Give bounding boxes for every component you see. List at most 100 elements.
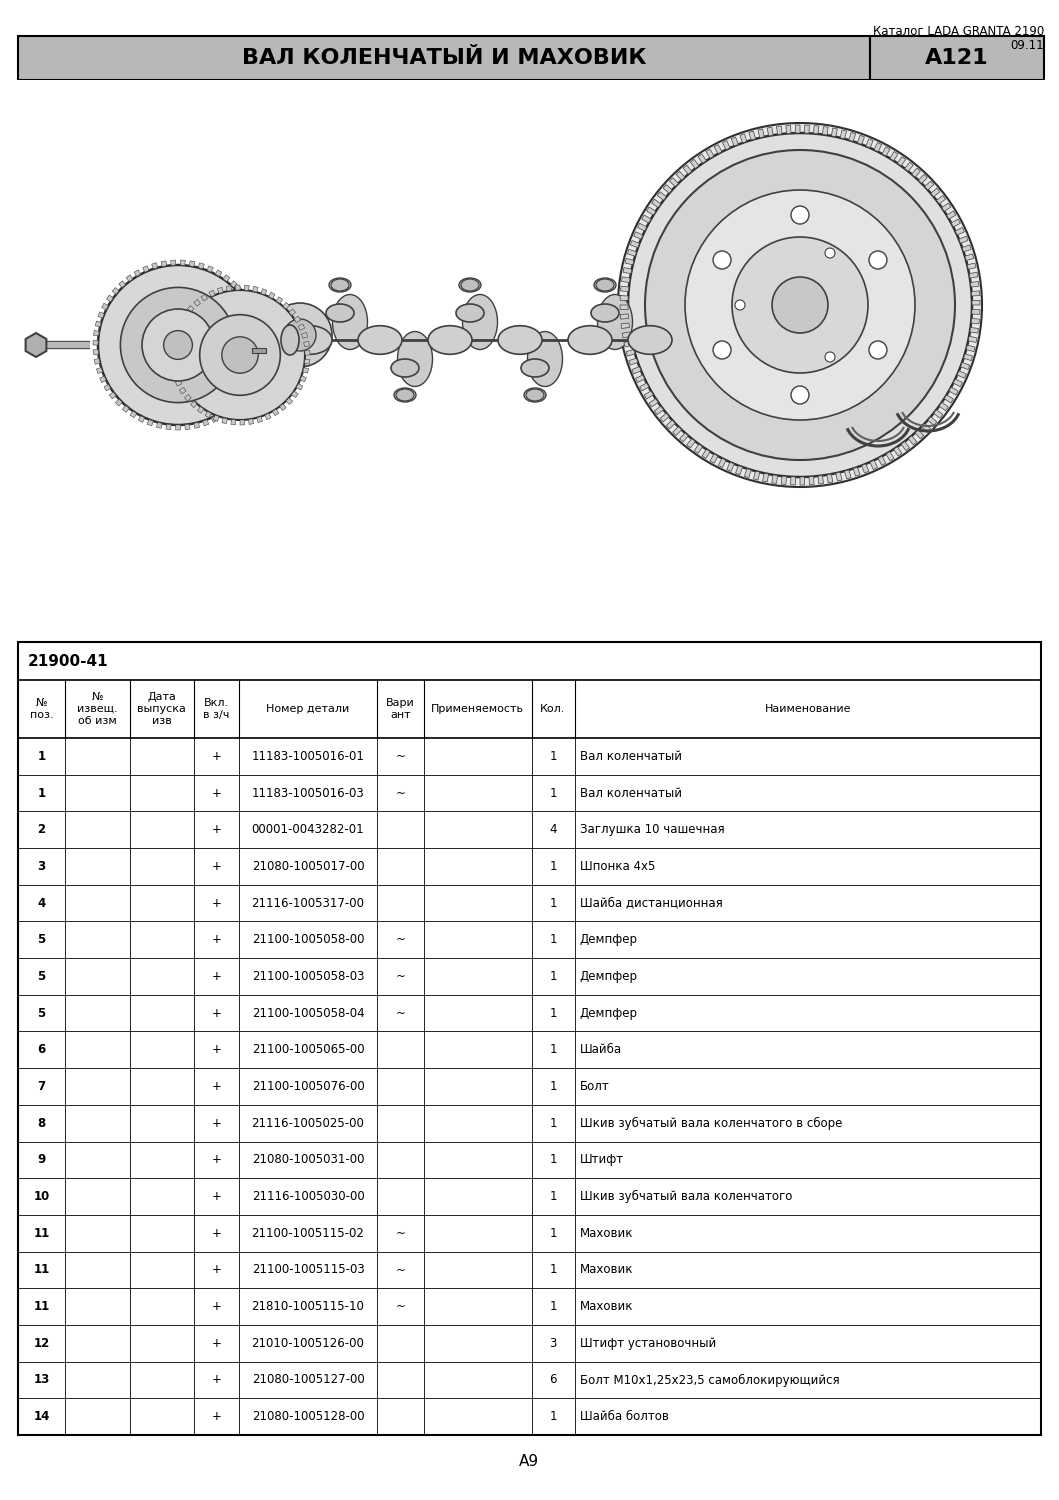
Polygon shape [844, 470, 851, 478]
Bar [0, 80, 1059, 630]
Ellipse shape [594, 278, 616, 292]
Polygon shape [147, 420, 154, 426]
Polygon shape [299, 324, 305, 330]
Polygon shape [97, 312, 104, 318]
Text: 9: 9 [37, 1154, 46, 1167]
Polygon shape [782, 476, 787, 484]
Circle shape [713, 340, 731, 358]
Text: +: + [212, 1227, 221, 1239]
Polygon shape [970, 327, 979, 333]
Polygon shape [749, 130, 755, 140]
Polygon shape [170, 363, 176, 369]
Text: 16: 16 [994, 1262, 1011, 1275]
Polygon shape [710, 454, 718, 464]
Text: 1: 1 [550, 970, 557, 982]
Text: 1: 1 [550, 933, 557, 946]
Polygon shape [119, 280, 126, 288]
Polygon shape [949, 387, 958, 394]
Text: Номер детали: Номер детали [267, 704, 349, 714]
Polygon shape [202, 420, 209, 426]
Polygon shape [96, 368, 103, 374]
Polygon shape [722, 141, 730, 150]
Polygon shape [25, 333, 47, 357]
Polygon shape [176, 380, 182, 386]
Text: 1: 1 [550, 1116, 557, 1130]
Text: 3: 3 [550, 1336, 557, 1350]
Circle shape [825, 248, 834, 258]
Polygon shape [304, 360, 310, 364]
Polygon shape [305, 351, 310, 355]
Polygon shape [245, 285, 249, 291]
Polygon shape [854, 466, 860, 476]
Circle shape [284, 320, 316, 351]
Text: 5: 5 [37, 1007, 46, 1020]
Polygon shape [869, 460, 878, 470]
Polygon shape [762, 472, 769, 482]
Polygon shape [897, 156, 905, 166]
Polygon shape [184, 394, 191, 400]
Text: Демпфер: Демпфер [579, 1007, 638, 1020]
Polygon shape [800, 477, 805, 484]
Polygon shape [256, 358, 262, 364]
Polygon shape [211, 416, 218, 423]
Text: 1: 1 [37, 750, 46, 764]
Circle shape [163, 330, 193, 360]
Polygon shape [918, 174, 928, 183]
Polygon shape [187, 306, 194, 312]
Text: +: + [212, 1007, 221, 1020]
Polygon shape [767, 128, 773, 136]
Text: 5: 5 [25, 1122, 34, 1134]
Text: Кол.: Кол. [540, 704, 566, 714]
Text: ~: ~ [396, 786, 406, 800]
Polygon shape [683, 165, 692, 174]
Circle shape [735, 300, 744, 310]
Polygon shape [740, 134, 747, 142]
Polygon shape [151, 262, 158, 268]
Polygon shape [176, 424, 180, 430]
Text: 1: 1 [550, 1300, 557, 1312]
Polygon shape [925, 182, 934, 190]
Text: 11183-1005016-01: 11183-1005016-01 [252, 750, 364, 764]
Ellipse shape [524, 388, 546, 402]
Polygon shape [93, 340, 98, 345]
Text: 15: 15 [994, 1232, 1011, 1245]
Text: 1: 1 [550, 1007, 557, 1020]
Text: 1: 1 [550, 750, 557, 764]
Text: 8: 8 [37, 1116, 46, 1130]
Polygon shape [257, 330, 263, 336]
Polygon shape [965, 254, 974, 261]
Polygon shape [300, 376, 306, 382]
Polygon shape [173, 372, 179, 378]
Ellipse shape [331, 279, 349, 291]
Polygon shape [170, 356, 175, 360]
Circle shape [618, 123, 982, 488]
Polygon shape [94, 358, 101, 364]
Text: 1: 1 [550, 1263, 557, 1276]
Polygon shape [250, 376, 256, 382]
Text: 21900-41: 21900-41 [28, 654, 109, 669]
Polygon shape [194, 423, 199, 429]
Polygon shape [795, 124, 800, 134]
Polygon shape [182, 312, 189, 320]
Ellipse shape [568, 326, 612, 354]
Polygon shape [185, 424, 191, 429]
Polygon shape [632, 366, 641, 374]
Polygon shape [265, 414, 271, 420]
Polygon shape [647, 207, 656, 214]
Polygon shape [93, 330, 100, 336]
Polygon shape [627, 249, 636, 256]
Text: 11: 11 [994, 1026, 1011, 1038]
Polygon shape [744, 468, 751, 477]
Text: +: + [212, 1263, 221, 1276]
Text: 3: 3 [25, 1058, 34, 1071]
Polygon shape [961, 363, 970, 369]
Polygon shape [886, 452, 894, 460]
Polygon shape [901, 441, 910, 450]
Text: 8: 8 [25, 1254, 34, 1266]
Polygon shape [690, 159, 699, 168]
Text: +: + [212, 1300, 221, 1312]
Polygon shape [642, 214, 651, 223]
Polygon shape [621, 286, 629, 291]
Text: 4: 4 [37, 897, 46, 909]
Text: 13: 13 [994, 1058, 1011, 1071]
